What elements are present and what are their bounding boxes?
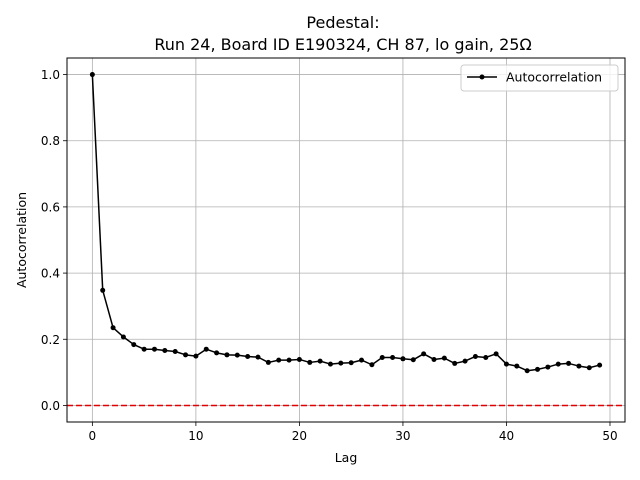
data-point bbox=[245, 353, 251, 359]
data-point bbox=[224, 352, 230, 358]
data-point bbox=[255, 354, 261, 360]
data-point bbox=[89, 72, 95, 78]
y-axis-label: Autocorrelation bbox=[14, 192, 29, 288]
grid bbox=[67, 58, 625, 422]
y-tick-label: 0.2 bbox=[41, 333, 60, 347]
data-point bbox=[472, 353, 478, 359]
x-tick-label: 40 bbox=[499, 429, 514, 443]
x-tick-label: 30 bbox=[395, 429, 410, 443]
data-point bbox=[296, 356, 302, 362]
data-point bbox=[462, 358, 468, 364]
legend-label: Autocorrelation bbox=[506, 70, 602, 85]
x-tick-label: 20 bbox=[292, 429, 307, 443]
data-point bbox=[369, 362, 375, 368]
y-tick-label: 0.6 bbox=[41, 200, 60, 214]
data-point bbox=[555, 361, 561, 367]
data-point bbox=[441, 355, 447, 361]
data-point bbox=[286, 357, 292, 363]
data-point bbox=[597, 362, 603, 368]
y-tick-label: 1.0 bbox=[41, 68, 60, 82]
y-tick-label: 0.4 bbox=[41, 267, 60, 281]
legend-marker-swatch bbox=[479, 74, 485, 80]
data-point bbox=[483, 354, 489, 360]
data-point bbox=[545, 364, 551, 370]
series-autocorrelation bbox=[89, 72, 603, 374]
data-point bbox=[535, 366, 541, 372]
chart-subtitle: Run 24, Board ID E190324, CH 87, lo gain… bbox=[154, 35, 531, 54]
data-point bbox=[183, 352, 189, 358]
data-point bbox=[307, 359, 313, 365]
data-point bbox=[514, 363, 520, 369]
data-point bbox=[410, 357, 416, 363]
x-axis-label: Lag bbox=[335, 450, 358, 465]
data-point bbox=[162, 348, 168, 354]
data-point bbox=[214, 350, 220, 356]
plot-frame bbox=[66, 57, 626, 423]
data-point bbox=[276, 357, 282, 363]
data-point bbox=[390, 354, 396, 360]
data-point bbox=[338, 360, 344, 366]
data-point bbox=[421, 351, 427, 357]
data-point bbox=[431, 356, 437, 362]
data-point bbox=[452, 360, 458, 366]
data-point bbox=[193, 353, 199, 359]
data-point bbox=[576, 363, 582, 369]
data-point bbox=[151, 346, 157, 352]
data-point bbox=[265, 359, 271, 365]
x-tick-label: 0 bbox=[89, 429, 97, 443]
legend-box bbox=[460, 64, 619, 92]
data-point bbox=[317, 358, 323, 364]
data-point bbox=[348, 360, 354, 366]
data-point bbox=[327, 361, 333, 367]
data-point bbox=[131, 342, 137, 348]
data-point bbox=[120, 334, 126, 340]
series-line bbox=[91, 74, 600, 372]
data-point bbox=[100, 287, 106, 293]
chart-title: Pedestal: bbox=[306, 13, 379, 32]
data-point bbox=[234, 352, 240, 358]
y-axis-ticks: 0.0 0.2 0.4 0.6 0.8 1.0 bbox=[41, 68, 67, 413]
x-tick-label: 10 bbox=[188, 429, 203, 443]
data-point bbox=[172, 349, 178, 355]
data-point bbox=[493, 351, 499, 357]
y-tick-label: 0.8 bbox=[41, 134, 60, 148]
data-point bbox=[379, 354, 385, 360]
data-point bbox=[141, 346, 147, 352]
data-point bbox=[524, 368, 530, 374]
data-point bbox=[359, 357, 365, 363]
data-point bbox=[503, 361, 509, 367]
data-point bbox=[400, 356, 406, 362]
data-point bbox=[203, 346, 209, 352]
x-tick-label: 50 bbox=[602, 429, 617, 443]
y-tick-label: 0.0 bbox=[41, 399, 60, 413]
data-point bbox=[566, 360, 572, 366]
data-point bbox=[110, 325, 116, 331]
legend: Autocorrelation bbox=[460, 64, 619, 92]
x-axis-ticks: 0 10 20 30 40 50 bbox=[89, 422, 618, 443]
data-point bbox=[586, 365, 592, 371]
